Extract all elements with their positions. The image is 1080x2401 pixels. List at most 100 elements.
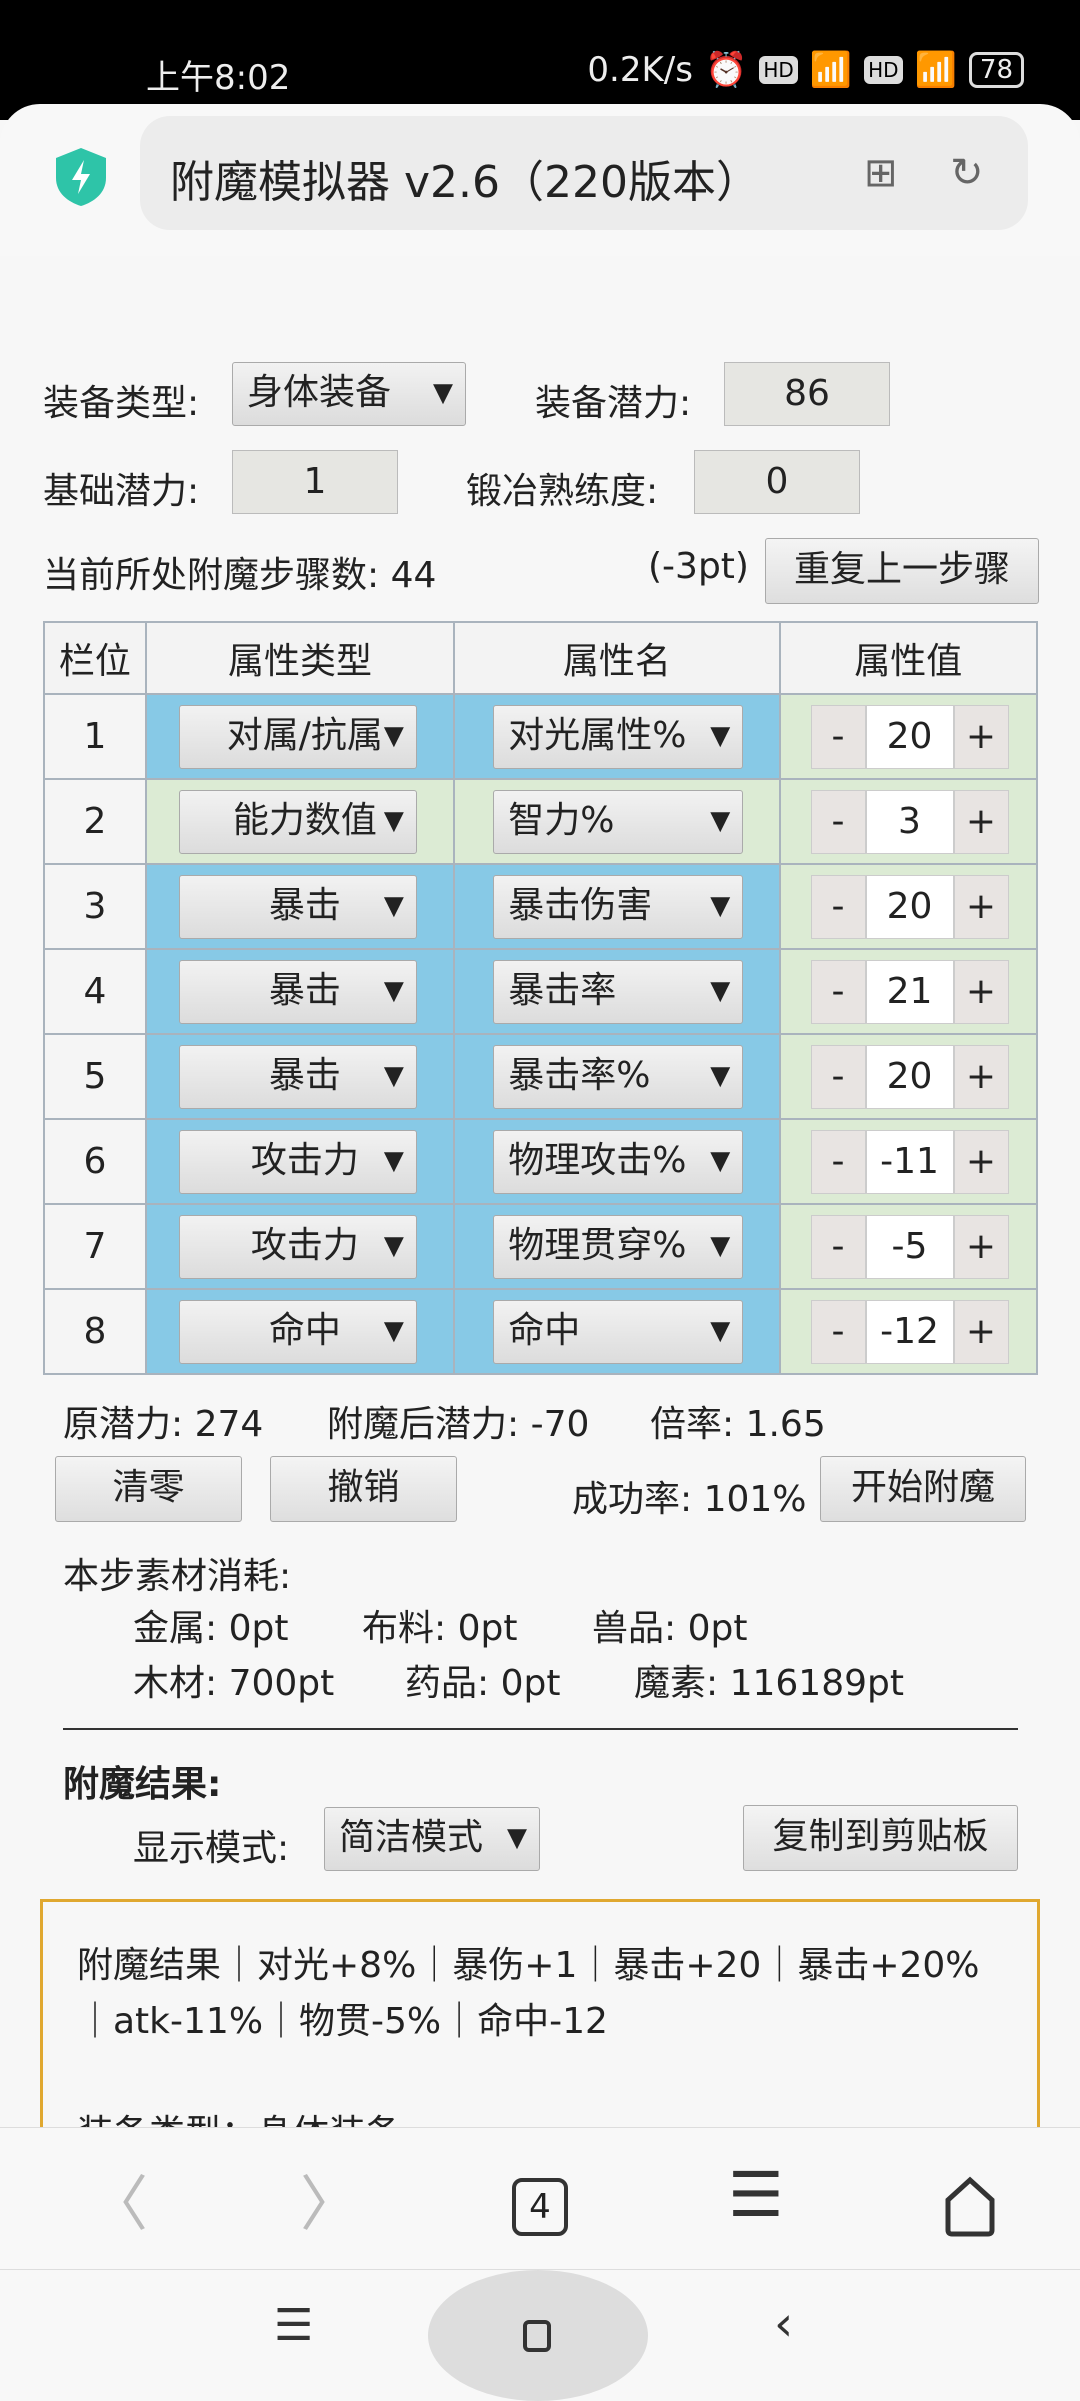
menu-icon[interactable]: ☰ [728, 2158, 784, 2231]
attr-type-select[interactable]: 对属/抗属 ▼ [178, 705, 417, 769]
attr-name-select[interactable]: 暴击率 ▼ [493, 960, 744, 1024]
value-input[interactable]: 3 [865, 790, 954, 854]
column-header: 栏位 [43, 621, 147, 695]
attr-name-select[interactable]: 暴击率% ▼ [493, 1045, 744, 1109]
decrement-button[interactable]: - [810, 705, 866, 769]
value-input[interactable]: -11 [865, 1130, 954, 1194]
step-count: 当前所处附魔步骤数: 44 [43, 555, 437, 596]
increment-button[interactable]: + [953, 1130, 1009, 1194]
potential-input[interactable]: 86 [724, 362, 890, 426]
equip-type-label: 装备类型: [43, 383, 200, 424]
table-row: 6 攻击力 ▼ 物理攻击% ▼ - -11 + [43, 1118, 1038, 1205]
slot-number: 3 [43, 863, 147, 950]
address-bar[interactable]: 附魔模拟器 v2.6（220版本） ⊞ ↻ [140, 116, 1028, 230]
attr-type-select[interactable]: 攻击力 ▼ [178, 1215, 417, 1279]
attr-name-select[interactable]: 对光属性% ▼ [493, 705, 744, 769]
undo-button[interactable]: 撤销 [270, 1456, 457, 1522]
name-cell: 物理贯穿% ▼ [453, 1203, 781, 1290]
display-mode-select[interactable]: 简洁模式 ▼ [324, 1807, 540, 1871]
table-row: 8 命中 ▼ 命中 ▼ - -12 + [43, 1288, 1038, 1375]
equip-type-select[interactable]: 身体装备 ▼ [232, 362, 466, 426]
increment-button[interactable]: + [953, 1045, 1009, 1109]
value-cell: -20 + [778, 863, 1038, 950]
potential-label: 装备潜力: [535, 383, 692, 424]
repeat-step-button[interactable]: 重复上一步骤 [765, 538, 1039, 604]
start-enchant-button[interactable]: 开始附魔 [820, 1456, 1026, 1522]
forward-icon[interactable]: 〉 [300, 2170, 360, 2240]
increment-button[interactable]: + [953, 1215, 1009, 1279]
attr-name-select[interactable]: 物理贯穿% ▼ [493, 1215, 744, 1279]
decrement-button[interactable]: - [810, 1045, 866, 1109]
tabs-icon[interactable]: 4 [512, 2178, 568, 2236]
value-input[interactable]: 20 [865, 1045, 954, 1109]
attr-name-select[interactable]: 命中 ▼ [493, 1300, 744, 1364]
decrement-button[interactable]: - [810, 790, 866, 854]
system-back-icon[interactable]: ‹ [774, 2296, 794, 2352]
table-header: 栏位 属性类型 属性名 属性值 [43, 621, 1038, 695]
name-cell: 物理攻击% ▼ [453, 1118, 781, 1205]
increment-button[interactable]: + [953, 960, 1009, 1024]
dropdown-arrow-icon: ▼ [710, 976, 731, 1006]
attr-name-value: 暴击率% [508, 1055, 651, 1096]
dropdown-arrow-icon: ▼ [710, 1316, 731, 1346]
home-icon[interactable] [940, 2176, 1000, 2238]
attr-name-select[interactable]: 物理攻击% ▼ [493, 1130, 744, 1194]
type-cell: 对属/抗属 ▼ [144, 693, 456, 780]
value-input[interactable]: -12 [865, 1300, 954, 1364]
dropdown-arrow-icon: ▼ [710, 1061, 731, 1091]
base-potential-label: 基础潜力: [43, 471, 200, 512]
material-metal: 金属: 0pt [133, 1608, 289, 1649]
value-stepper: - -12 + [810, 1300, 1009, 1364]
home-button[interactable] [428, 2270, 648, 2401]
alarm-icon: ⏰ [704, 50, 748, 90]
increment-button[interactable]: + [953, 790, 1009, 854]
bookmark-add-icon[interactable]: ⊞ [864, 150, 898, 196]
base-potential-input[interactable]: 1 [232, 450, 398, 514]
increment-button[interactable]: + [953, 705, 1009, 769]
smith-input[interactable]: 0 [694, 450, 860, 514]
value-stepper: -20 + [810, 1045, 1009, 1109]
type-cell: 暴击 ▼ [144, 948, 456, 1035]
divider [63, 1728, 1018, 1730]
decrement-button[interactable]: - [810, 960, 866, 1024]
value-input[interactable]: 20 [865, 705, 954, 769]
attr-type-select[interactable]: 暴击 ▼ [178, 1045, 417, 1109]
decrement-button[interactable]: - [810, 1300, 866, 1364]
value-stepper: -21 + [810, 960, 1009, 1024]
reload-icon[interactable]: ↻ [950, 150, 984, 196]
original-potential: 原潜力: 274 [63, 1404, 264, 1445]
attr-type-select[interactable]: 攻击力 ▼ [178, 1130, 417, 1194]
battery-icon: 78 [968, 52, 1024, 88]
attr-name-select[interactable]: 智力% ▼ [493, 790, 744, 854]
value-input[interactable]: 21 [865, 960, 954, 1024]
name-cell: 智力% ▼ [453, 778, 781, 865]
column-header: 属性名 [453, 621, 781, 695]
attr-type-select[interactable]: 暴击 ▼ [178, 960, 417, 1024]
attr-type-value: 暴击 [268, 1055, 341, 1096]
dropdown-arrow-icon: ▼ [383, 1061, 404, 1091]
decrement-button[interactable]: - [810, 1215, 866, 1279]
decrement-button[interactable]: - [810, 875, 866, 939]
decrement-button[interactable]: - [810, 1130, 866, 1194]
slot-number: 2 [43, 778, 147, 865]
back-icon[interactable]: 〈 [88, 2170, 148, 2240]
copy-clipboard-button[interactable]: 复制到剪贴板 [743, 1805, 1018, 1871]
material-cloth: 布料: 0pt [362, 1608, 518, 1649]
status-bar: 上午8:02 0.2K/s ⏰ HD 📶 HD 📶 78 [0, 0, 1080, 120]
hd-icon: HD [759, 56, 798, 84]
name-cell: 暴击率 ▼ [453, 948, 781, 1035]
attr-type-select[interactable]: 命中 ▼ [178, 1300, 417, 1364]
table-row: 3 暴击 ▼ 暴击伤害 ▼ -20 + [43, 863, 1038, 950]
increment-button[interactable]: + [953, 1300, 1009, 1364]
value-input[interactable]: 20 [865, 875, 954, 939]
value-stepper: -20 + [810, 875, 1009, 939]
dropdown-arrow-icon: ▼ [383, 1146, 404, 1176]
clear-button[interactable]: 清零 [55, 1456, 242, 1522]
dropdown-arrow-icon: ▼ [383, 976, 404, 1006]
attr-type-select[interactable]: 暴击 ▼ [178, 875, 417, 939]
value-input[interactable]: -5 [865, 1215, 954, 1279]
recents-icon[interactable]: ☰ [274, 2300, 314, 2351]
attr-type-select[interactable]: 能力数值 ▼ [178, 790, 417, 854]
attr-name-select[interactable]: 暴击伤害 ▼ [493, 875, 744, 939]
increment-button[interactable]: + [953, 875, 1009, 939]
